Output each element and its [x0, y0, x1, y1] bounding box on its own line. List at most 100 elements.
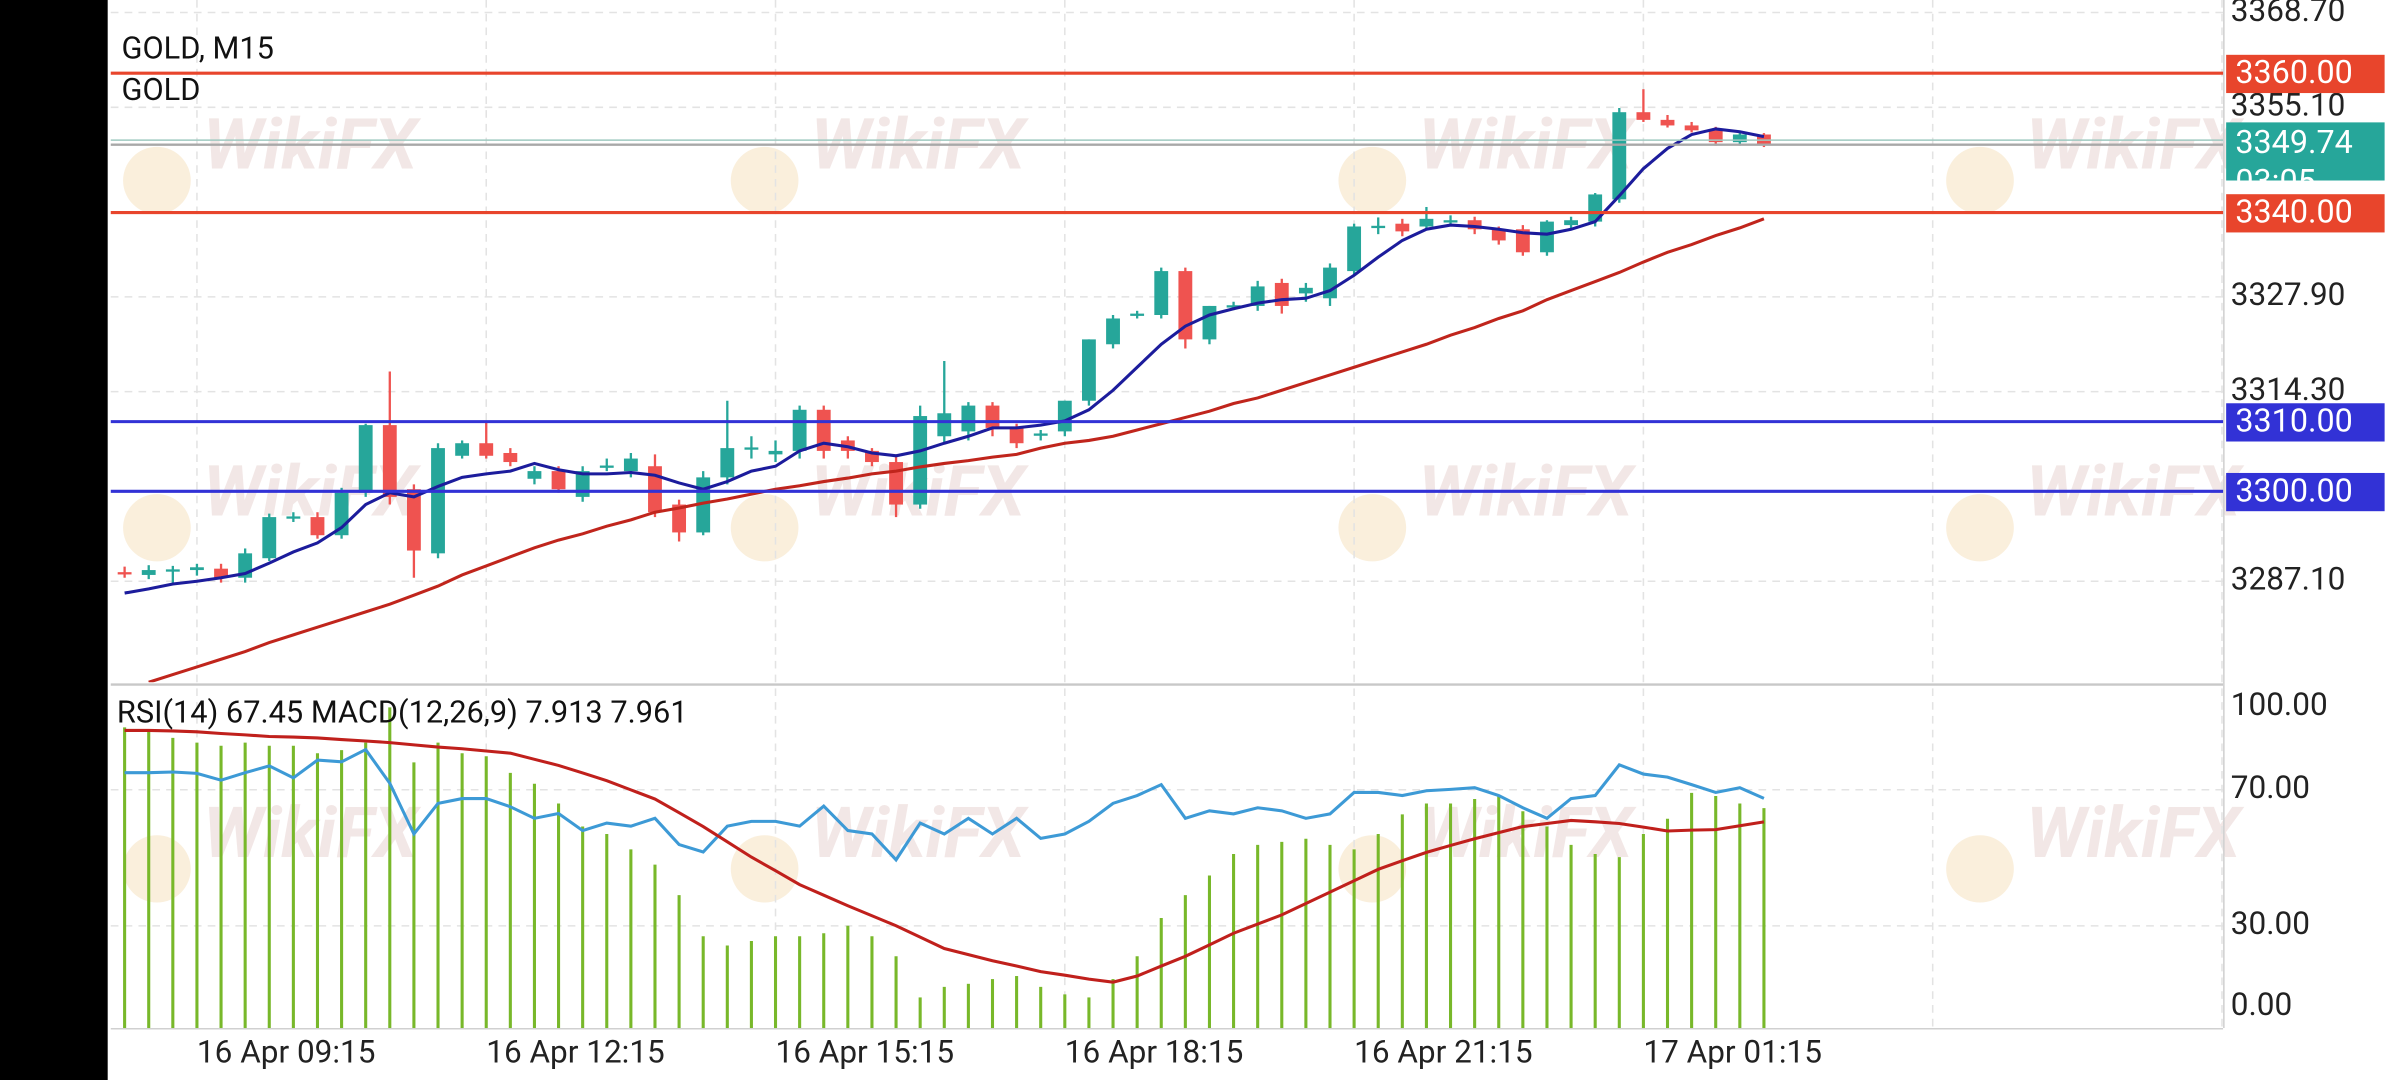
- candle-body: [672, 504, 687, 533]
- candle-body: [1395, 223, 1410, 232]
- x-tick-label: 16 Apr 09:15: [197, 1033, 376, 1070]
- candle-body: [358, 425, 373, 493]
- y-tick-label: 30.00: [2231, 905, 2310, 942]
- y-tick-label: 100.00: [2231, 686, 2328, 723]
- y-tick-label: 3314.30: [2231, 371, 2346, 408]
- candle-body: [1732, 134, 1747, 143]
- watermark-logo: [730, 146, 799, 215]
- level-label: 3360.00: [2235, 53, 2352, 91]
- watermark-logo: [730, 494, 799, 562]
- candle-body: [190, 567, 204, 571]
- level-label: 3310.00: [2235, 402, 2352, 440]
- level-tag: [2226, 472, 2385, 512]
- price-tag: [2226, 122, 2385, 181]
- watermark-text: WikiFX: [811, 793, 1030, 875]
- candle-body: [1106, 318, 1120, 345]
- left-edge: [0, 0, 108, 1080]
- y-tick-label: 3327.90: [2231, 276, 2346, 313]
- candle-body: [165, 569, 180, 572]
- watermark-logo: [1338, 494, 1407, 562]
- candle-body: [117, 572, 132, 575]
- candle-body: [985, 405, 1000, 428]
- candle-body: [527, 471, 542, 479]
- candle-body: [1419, 218, 1434, 227]
- candle-body: [262, 517, 277, 559]
- candle-body: [1660, 119, 1675, 126]
- x-tick-label: 16 Apr 21:15: [1354, 1033, 1533, 1070]
- candle-body: [1588, 194, 1603, 222]
- candle-body: [889, 462, 903, 505]
- candle-body: [623, 458, 638, 472]
- candle-body: [865, 450, 879, 463]
- indicator-line: [124, 747, 1765, 863]
- candle-body: [1298, 287, 1313, 294]
- candle-body: [503, 452, 518, 463]
- candle-body: [792, 409, 807, 451]
- price-label: 3349.74: [2235, 123, 2352, 161]
- candle-body: [382, 425, 397, 497]
- candle-body: [1130, 313, 1145, 316]
- candle-body: [1082, 339, 1096, 401]
- candle-body: [1515, 229, 1530, 253]
- candle-body: [310, 517, 325, 536]
- y-tick-label: 3368.70: [2231, 0, 2346, 29]
- price-timer: 03:05: [2235, 162, 2315, 200]
- candle-body: [286, 516, 301, 519]
- candle-body: [1274, 282, 1289, 306]
- x-tick-label: 16 Apr 15:15: [776, 1033, 955, 1070]
- candle-body: [1250, 286, 1265, 306]
- watermark-logo: [1946, 835, 2014, 903]
- watermark-logo: [123, 494, 191, 562]
- indicator-title: RSI(14) 67.45 MACD(12,26,9) 7.913 7.961: [117, 696, 688, 731]
- y-tick-label: 0.00: [2231, 986, 2292, 1023]
- candle-body: [1347, 226, 1362, 272]
- moving-average: [148, 217, 1765, 683]
- candle-body: [1467, 220, 1482, 230]
- watermark-logo: [1338, 146, 1407, 215]
- candle-body: [406, 489, 421, 551]
- candle-body: [744, 447, 759, 450]
- candle-body: [816, 409, 831, 451]
- candle-body: [141, 570, 156, 575]
- watermark-logo: [123, 835, 191, 903]
- candle-body: [479, 443, 494, 456]
- candle-body: [214, 568, 228, 578]
- candle-body: [455, 443, 470, 456]
- y-tick-label: 70.00: [2231, 769, 2310, 806]
- candle-body: [1708, 130, 1723, 143]
- watermark-text: WikiFX: [2026, 793, 2245, 875]
- level-label: 3300.00: [2235, 471, 2352, 509]
- candle-body: [1540, 221, 1554, 253]
- candle-body: [937, 413, 952, 437]
- candle-body: [1009, 427, 1024, 444]
- candle-body: [768, 450, 783, 455]
- candle-body: [1178, 271, 1193, 340]
- watermark-logo: [123, 146, 191, 215]
- x-tick-label: 16 Apr 18:15: [1065, 1033, 1244, 1070]
- candle-body: [1636, 112, 1651, 120]
- watermark-logo: [1946, 146, 2014, 215]
- x-tick-label: 17 Apr 01:15: [1643, 1033, 1822, 1070]
- watermark-text: WikiFX: [1418, 793, 1637, 875]
- symbol-subtitle: GOLD: [122, 73, 201, 108]
- candle-body: [913, 416, 928, 505]
- watermark-text: WikiFX: [203, 793, 422, 875]
- moving-average: [124, 127, 1765, 595]
- candle-body: [1371, 225, 1386, 229]
- candle-body: [1033, 433, 1048, 436]
- candle-body: [431, 448, 445, 554]
- watermark-logo: [730, 835, 799, 903]
- level-label: 3340.00: [2235, 193, 2352, 231]
- candle-body: [648, 466, 662, 513]
- candle-body: [551, 471, 566, 490]
- candle-body: [1491, 229, 1506, 241]
- candle-body: [1684, 125, 1699, 131]
- y-tick-label: 3287.10: [2231, 561, 2346, 598]
- x-tick-label: 16 Apr 12:15: [486, 1033, 665, 1070]
- candle-body: [1154, 271, 1169, 315]
- candle-body: [1057, 400, 1072, 432]
- symbol-title: GOLD, M15: [122, 32, 274, 67]
- candle-body: [1612, 112, 1627, 200]
- candle-body: [1226, 305, 1241, 308]
